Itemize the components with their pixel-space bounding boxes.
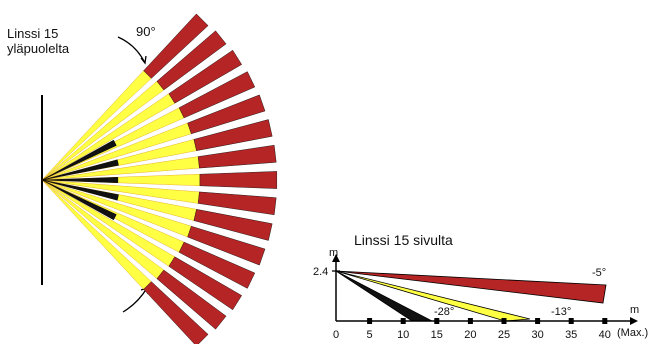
top-view-diagram <box>41 13 277 344</box>
zone-far-5deg <box>335 270 607 304</box>
x-axis-ticks: 0 5 10 15 20 25 30 35 40 <box>333 318 611 341</box>
fan-beam-far <box>143 13 209 79</box>
top-view-title-line2: yläpuolelta <box>7 41 70 56</box>
fan-beam-far <box>193 119 273 151</box>
zone-label-near: -28° <box>434 306 455 318</box>
fan-beam-far <box>168 256 242 311</box>
top-view-title-line1: Linssi 15 <box>7 26 59 41</box>
fan-beam-near <box>41 179 119 201</box>
x-tick-label: 40 <box>599 329 611 341</box>
fan-beam-far <box>178 71 256 119</box>
x-tick-label: 30 <box>531 329 543 341</box>
x-tick-mark <box>367 318 373 324</box>
fan-beam-far <box>178 241 256 289</box>
fan-beam-near <box>41 176 119 184</box>
fan-beam-far <box>193 209 273 241</box>
fan-beam-far <box>168 49 242 104</box>
fan-beam-far <box>187 225 266 266</box>
zone-label-far: -5° <box>592 267 607 279</box>
x-tick-mark <box>535 318 541 324</box>
bottom-arrow <box>122 287 149 313</box>
x-tick-mark <box>400 318 406 324</box>
x-tick-label: 5 <box>367 329 373 341</box>
side-view-height-label: 2.4 <box>313 266 329 278</box>
fan-beam-far <box>199 171 277 189</box>
x-tick-label: 0 <box>333 329 339 341</box>
side-view-x-max-label: (Max.) <box>617 327 649 339</box>
x-tick-label: 20 <box>464 329 476 341</box>
top-view-angle-label: 90° <box>136 24 156 39</box>
detection-fan <box>41 13 277 344</box>
zone-mid-13deg <box>335 270 531 322</box>
fan-beam-near <box>41 179 117 221</box>
x-tick-mark <box>602 318 608 324</box>
x-axis-arrow <box>630 317 638 325</box>
side-view-title: Linssi 15 sivulta <box>354 232 453 248</box>
x-tick-label: 15 <box>431 329 443 341</box>
fan-beam-far <box>156 30 227 91</box>
side-view-x-unit: m <box>630 304 640 316</box>
zone-near-28deg <box>335 270 433 322</box>
top-arrow <box>117 36 147 65</box>
side-view-y-unit: m <box>329 247 339 259</box>
fan-beam-far <box>187 94 266 135</box>
fan-beam-far <box>197 144 277 169</box>
x-tick-label: 35 <box>565 329 577 341</box>
fan-beam-near <box>41 139 117 181</box>
fan-beam-far <box>143 281 209 344</box>
fan-beam-far <box>156 269 227 330</box>
fan-beam-near <box>41 159 119 181</box>
x-tick-label: 10 <box>397 329 409 341</box>
x-tick-mark <box>501 318 507 324</box>
x-tick-label: 25 <box>498 329 510 341</box>
x-tick-mark <box>467 318 473 324</box>
fan-beam-far <box>197 191 277 216</box>
zone-label-mid: -13° <box>551 306 572 318</box>
